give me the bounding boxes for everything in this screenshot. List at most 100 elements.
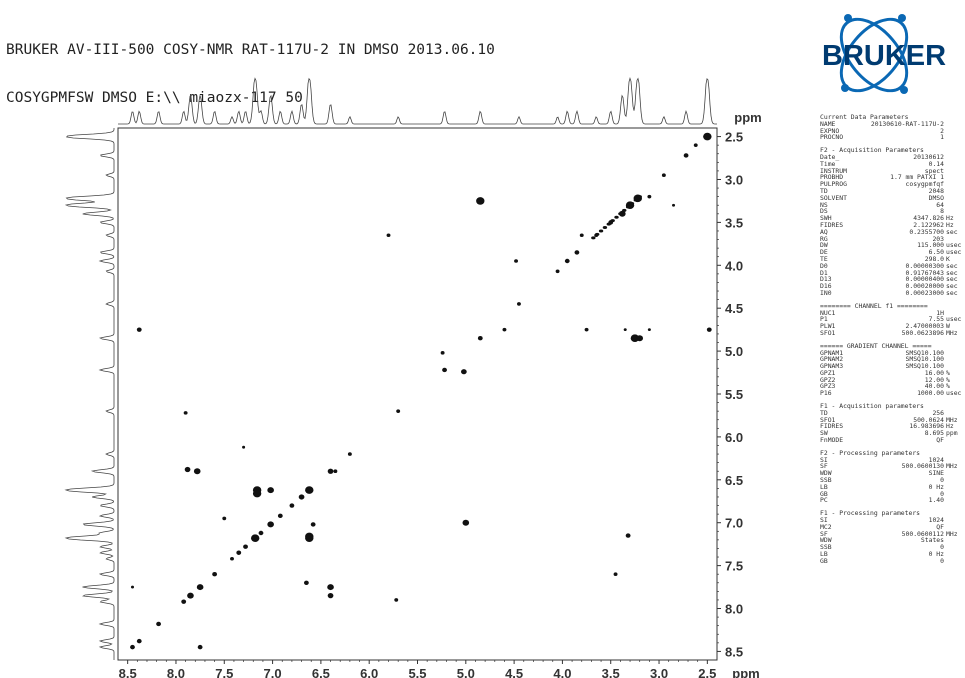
- cross-peak: [183, 411, 188, 415]
- cross-peak: [706, 327, 712, 332]
- x-tick-label: 7.0: [264, 666, 282, 678]
- diagonal-peak: [598, 229, 604, 233]
- param-section-header: F2 - Processing parameters: [820, 448, 921, 457]
- param-key: RG: [820, 235, 828, 243]
- y-tick-label: 8.0: [725, 602, 743, 617]
- cross-peak: [242, 445, 246, 449]
- param-value: QF: [936, 437, 944, 444]
- x-tick-label: 8.0: [167, 666, 185, 678]
- param-row: D0 0.00000300 sec: [820, 263, 965, 270]
- cross-peak: [193, 468, 201, 475]
- param-key: GPNAM3: [820, 363, 844, 370]
- x-tick-label: 5.0: [457, 666, 475, 678]
- param-row: PULPROG cosygpmfqf: [820, 181, 965, 188]
- param-key: GPZ3: [820, 383, 836, 391]
- param-key: EXPNO: [820, 127, 840, 135]
- param-value: 203: [932, 235, 944, 243]
- cross-peak: [333, 469, 338, 474]
- param-unit: [944, 457, 965, 464]
- param-value: SMSQ10.100: [905, 363, 944, 370]
- diagonal-peak: [683, 153, 689, 158]
- param-unit: [944, 168, 965, 175]
- param-row: PROBHD 1.7 mm PATXI 1: [820, 174, 965, 181]
- param-row: P16 1000.00 usec: [820, 390, 965, 397]
- param-value: 16.00: [924, 369, 944, 377]
- param-key: D1: [820, 269, 828, 277]
- diagonal-peak: [555, 269, 560, 274]
- param-row: MC2 QF: [820, 524, 965, 531]
- param-row: SI 1024: [820, 517, 965, 524]
- param-unit: [944, 537, 965, 544]
- y-tick-label: 5.5: [725, 387, 743, 402]
- cross-peak: [267, 487, 274, 494]
- cross-peak: [130, 585, 134, 589]
- diagonal-peak: [595, 232, 600, 236]
- param-value: 115.000: [917, 242, 944, 250]
- x-tick-label: 3.0: [650, 666, 668, 678]
- diagonal-peak: [629, 202, 635, 206]
- param-value: 4347.826: [913, 215, 944, 222]
- f2-projection-trace: [118, 77, 717, 125]
- param-key: PC: [820, 497, 828, 505]
- param-key: FIDRES: [820, 221, 844, 229]
- param-row: Date_ 20130612: [820, 154, 965, 161]
- param-row: WDW SINE: [820, 470, 965, 477]
- cross-peak: [584, 327, 589, 332]
- param-row: NUC1 1H: [820, 310, 965, 317]
- param-value: 1H: [936, 309, 944, 317]
- param-row: SWH 4347.826 Hz: [820, 215, 965, 222]
- title-line-1: BRUKER AV-III-500 COSY-NMR RAT-117U-2 IN…: [6, 42, 495, 58]
- y-tick-label: 4.0: [725, 258, 743, 273]
- param-unit: MHz: [946, 463, 958, 471]
- spectrum-title: BRUKER AV-III-500 COSY-NMR RAT-117U-2 IN…: [6, 10, 495, 122]
- param-unit: [944, 208, 965, 215]
- param-key: GPZ2: [820, 376, 836, 384]
- param-value: 0: [940, 557, 944, 565]
- param-key: GPZ1: [820, 369, 836, 377]
- param-key: P16: [820, 390, 832, 398]
- diagonal-peak: [196, 584, 204, 591]
- param-row: GPNAM2 SMSQ10.100: [820, 356, 965, 363]
- param-key: GB: [820, 557, 828, 565]
- param-section-header: F1 - Processing parameters: [820, 509, 921, 518]
- param-key: NS: [820, 201, 828, 209]
- param-unit: [944, 484, 965, 491]
- param-row: FIDRES 16.983696 Hz: [820, 423, 965, 430]
- param-unit: sec: [946, 276, 958, 284]
- diagonal-peak: [277, 513, 283, 519]
- param-key: DE: [820, 249, 828, 256]
- param-value: 2.47000003: [905, 323, 944, 330]
- param-unit: usec: [946, 390, 962, 398]
- param-key: SSB: [820, 477, 832, 484]
- y-tick-label: 7.0: [725, 516, 743, 531]
- param-key: INSTRUM: [820, 167, 847, 175]
- param-value: 256: [932, 409, 944, 417]
- diagonal-peak: [130, 644, 135, 650]
- cross-peak: [305, 534, 314, 542]
- param-row: DS 8: [820, 208, 965, 215]
- y-tick-label: 3.0: [725, 172, 743, 187]
- param-row: FIDRES 2.122962 Hz: [820, 222, 965, 229]
- param-row: LB 0 Hz: [820, 551, 965, 558]
- param-unit: [944, 121, 965, 128]
- param-unit: [944, 470, 965, 477]
- param-row: SFO1 500.0624 MHz: [820, 417, 965, 424]
- param-unit: [944, 134, 965, 141]
- param-row: INSTRUM spect: [820, 168, 965, 175]
- y-tick-label: 6.5: [725, 473, 743, 488]
- param-key: GB: [820, 490, 828, 498]
- cross-peak: [327, 584, 334, 591]
- diagonal-peak: [136, 638, 142, 644]
- param-unit: Hz: [946, 215, 954, 222]
- param-value: 500.0623896: [901, 329, 944, 337]
- param-key: NUC1: [820, 309, 836, 317]
- diagonal-peak: [610, 219, 615, 223]
- diagonal-peak: [602, 226, 608, 230]
- param-unit: [944, 188, 965, 195]
- bruker-logo: BRUKER: [818, 8, 965, 103]
- cross-peak: [623, 328, 627, 332]
- diagonal-peak: [574, 250, 580, 255]
- param-value: 1.7 mm PATXI 1: [890, 174, 944, 182]
- param-row: LB 0 Hz: [820, 484, 965, 491]
- diagonal-peak: [591, 236, 596, 240]
